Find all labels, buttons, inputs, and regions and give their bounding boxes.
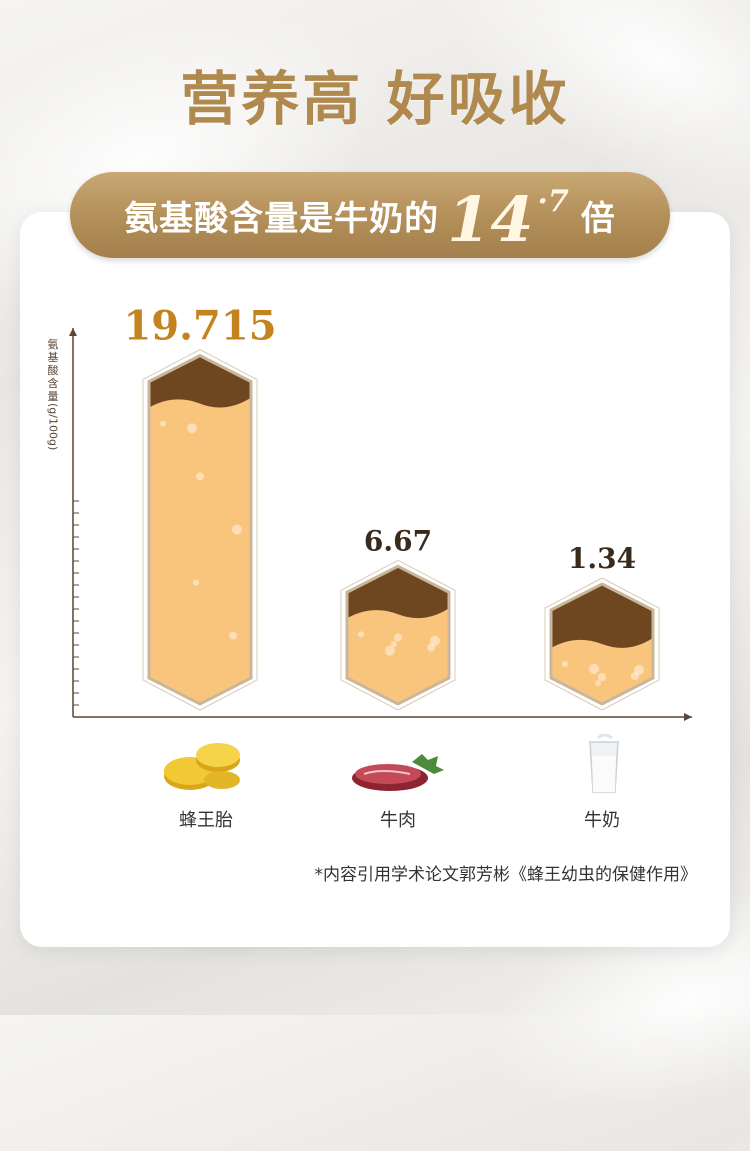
bar-outline xyxy=(142,349,258,711)
bar-bubble xyxy=(187,423,197,434)
bar-outline xyxy=(340,559,456,711)
bar-outline xyxy=(544,577,660,711)
bar-top-wave xyxy=(347,566,449,619)
y-axis-arrow xyxy=(69,328,77,336)
bar-bubble xyxy=(232,524,242,535)
bar-bubble xyxy=(160,420,166,427)
ribbon-decimal: ·7 xyxy=(537,183,569,219)
category-label: 蜂王胎 xyxy=(179,810,233,831)
ribbon-number: 14 xyxy=(447,182,534,256)
bar-bubble xyxy=(598,673,606,681)
bar-bubble xyxy=(589,664,599,674)
bar-bubble xyxy=(631,672,639,680)
ribbon-suffix: 倍 xyxy=(580,198,616,239)
bar-bubble xyxy=(385,645,395,656)
value-label: 19.715 xyxy=(123,303,276,350)
milk-glass-icon xyxy=(589,734,619,793)
bar-bubble xyxy=(391,641,397,648)
bar-border xyxy=(549,582,655,706)
bar-bubble xyxy=(427,643,435,652)
amino-acid-chart: 19.715 蜂王胎 6.67 牛肉 1.34 牛奶 xyxy=(69,303,692,831)
headline-ribbon: 氨基酸含量是牛奶的 14 ·7 倍 xyxy=(70,172,670,258)
value-label: 6.67 xyxy=(364,524,432,557)
bar-bubble xyxy=(595,680,601,686)
bar-fill-group xyxy=(551,584,653,704)
footnote: *内容引用学术论文郭芳彬《蜂王幼虫的保健作用》 xyxy=(314,865,698,885)
bar-bubble xyxy=(430,635,440,646)
bar-bubble xyxy=(394,633,402,642)
bar-bubble xyxy=(196,472,204,481)
bar-top-wave xyxy=(149,355,251,408)
bar-border xyxy=(147,353,253,706)
bar-fill-group xyxy=(347,566,449,704)
y-axis-label-char: 含 xyxy=(47,377,59,390)
y-axis-label-char: 氨 xyxy=(47,338,59,351)
bar-border xyxy=(345,564,451,706)
bar-bubble xyxy=(358,631,364,638)
category-label: 牛肉 xyxy=(380,810,416,831)
y-axis-label: 氨 基 酸 含 量 (g/100g) xyxy=(44,338,62,450)
y-axis-label-char: 量 xyxy=(47,390,59,403)
beef-icon xyxy=(352,754,444,791)
y-axis-unit: (g/100g) xyxy=(46,403,60,451)
page-title: 营养高 好吸收 xyxy=(180,65,570,133)
bar-bubble xyxy=(634,665,644,675)
bar-bubble xyxy=(229,631,237,640)
value-label: 1.34 xyxy=(568,542,636,575)
x-axis-arrow xyxy=(684,713,692,721)
bar-bubble xyxy=(193,579,199,586)
bar-bubble xyxy=(562,661,568,667)
y-axis-label-char: 酸 xyxy=(47,364,59,377)
y-axis-label-char: 基 xyxy=(47,351,59,364)
royal-jelly-tablets-icon xyxy=(164,743,240,790)
bar-top-wave xyxy=(551,584,653,648)
bar-fill-group xyxy=(149,355,251,704)
category-label: 牛奶 xyxy=(584,810,620,831)
ribbon-prefix: 氨基酸含量是牛奶的 xyxy=(124,198,440,239)
bar xyxy=(149,355,251,704)
